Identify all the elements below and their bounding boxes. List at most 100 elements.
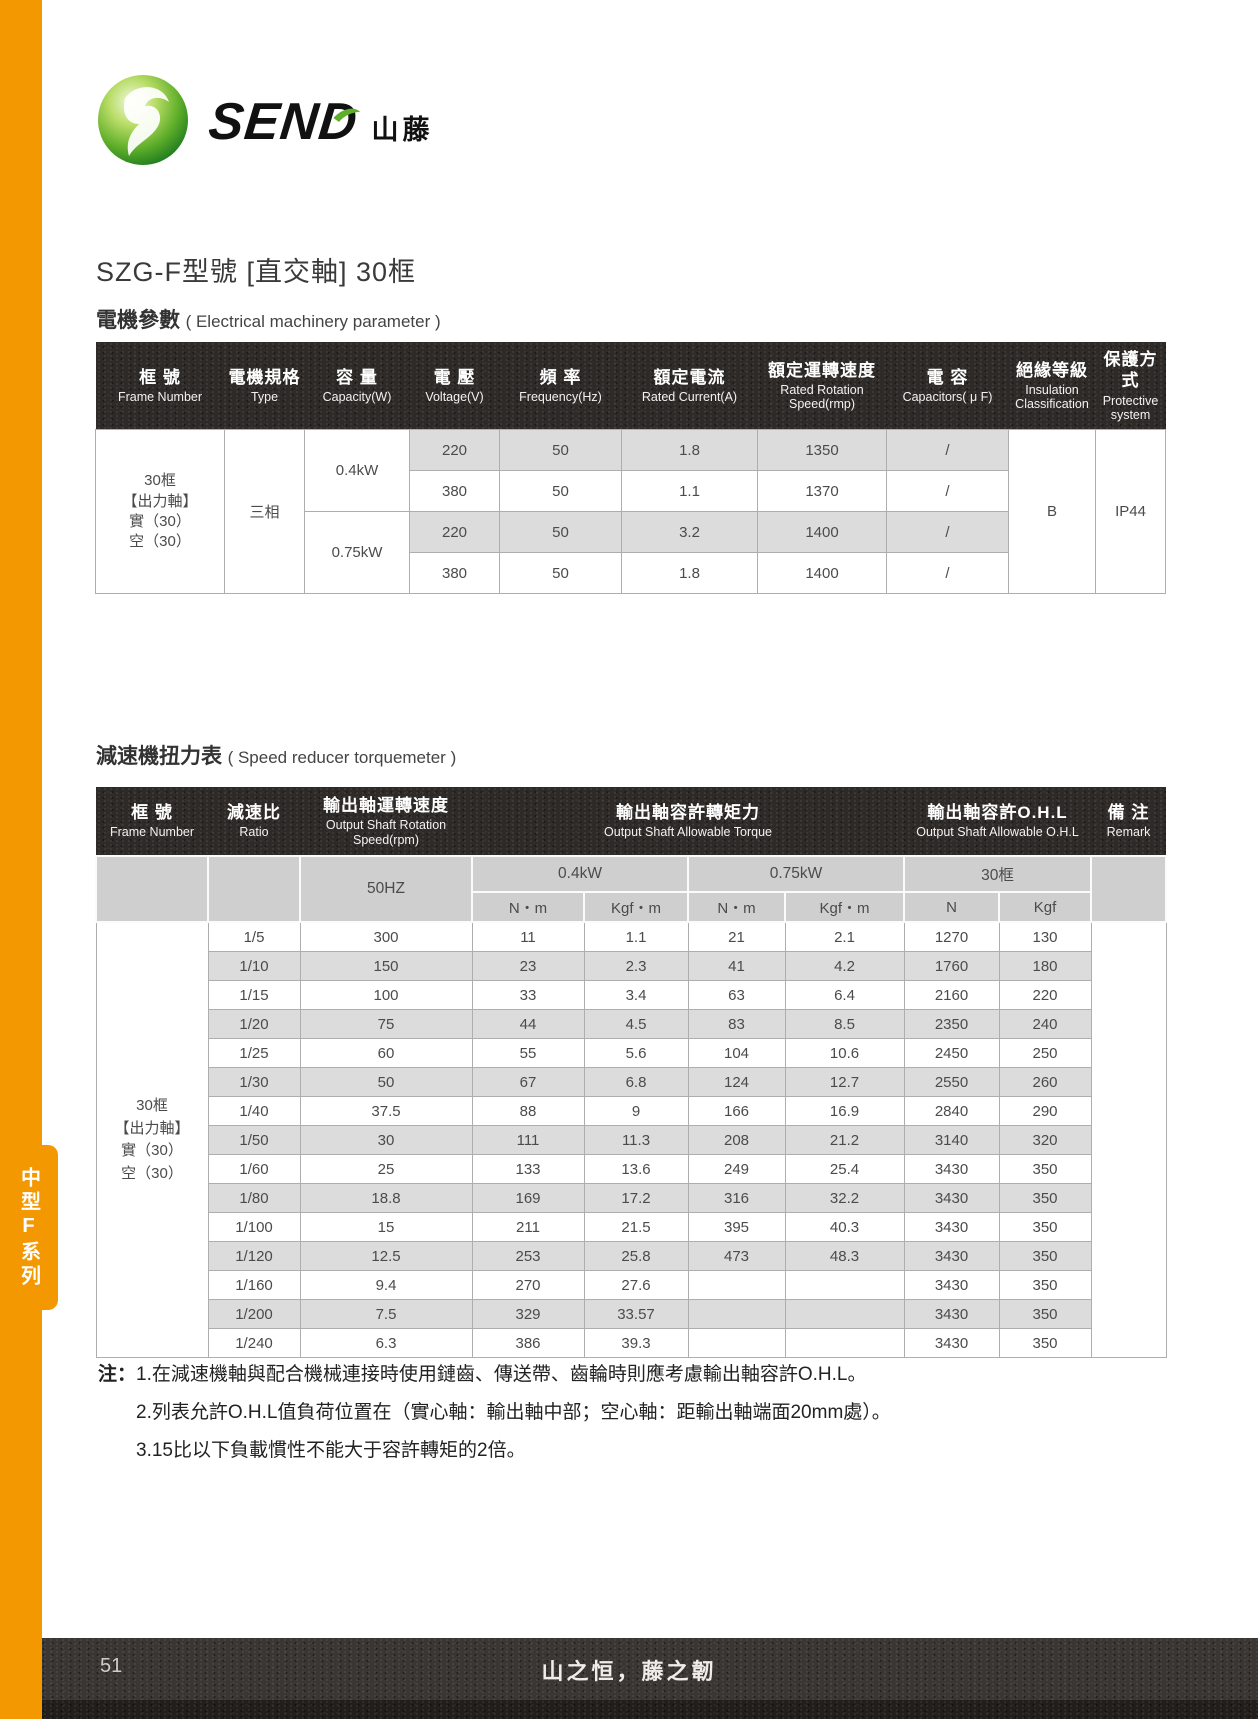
note-line-2: 2.列表允許O.H.L值負荷位置在（實心軸：輸出軸中部；空心軸：距輸出軸端面20… [136, 1402, 891, 1423]
cell-nm-075: 316 [687, 1183, 786, 1213]
cell-nm-04: 88 [471, 1096, 585, 1126]
cell-n: 2550 [903, 1067, 1000, 1097]
cell-kgfm-04: 13.6 [583, 1154, 689, 1184]
cell-kgfm-04: 9 [583, 1096, 689, 1126]
cell-n: 1760 [903, 951, 1000, 981]
cell-nm-04: 211 [471, 1212, 585, 1242]
cell-nm-04: 23 [471, 951, 585, 981]
cell-nm-075: 63 [687, 980, 786, 1010]
cell-speed: 12.5 [299, 1241, 473, 1271]
cell-kgf: 350 [998, 1328, 1092, 1358]
cell-frequency: 50 [499, 511, 622, 554]
subheader-30frame: 30框 [903, 855, 1093, 893]
cell-nm-04: 11 [471, 921, 585, 952]
cell-ratio: 1/200 [207, 1299, 301, 1329]
cell-ratio: 1/60 [207, 1154, 301, 1184]
torque-row: 1/100 15 211 21.5 395 40.3 3430 350 [96, 1212, 1166, 1242]
note-line-3: 3.15比以下負載慣性不能大于容許轉矩的2倍。 [136, 1440, 526, 1461]
subheader-ratio-blank [207, 855, 301, 923]
torque-row: 1/200 7.5 329 33.57 3430 350 [96, 1299, 1166, 1329]
brand-green-swoosh-icon [333, 108, 361, 122]
unit-kgfm-04: Kgf・m [583, 891, 689, 923]
frame-number-cell: 30框 【出力軸】 實（30） 空（30） [95, 921, 209, 1358]
cell-kgfm-075: 48.3 [784, 1241, 905, 1271]
brand-wordmark: SEND 山藤 [206, 92, 433, 152]
globe-dragon-logo-icon [95, 72, 191, 173]
cell-kgfm-04: 5.6 [583, 1038, 689, 1068]
electrical-row-1: 30框 【出力軸】 實（30） 空（30） 三相 0.4kW 220 50 1.… [95, 429, 1166, 595]
cell-kgfm-075 [784, 1270, 905, 1300]
electrical-row-2: 380 50 1.1 1370 / [96, 470, 1166, 513]
cell-kgf: 350 [998, 1270, 1092, 1300]
footer-bottom-band [0, 1700, 1258, 1719]
cell-kgfm-04: 11.3 [583, 1125, 689, 1155]
col-header-voltage: 電 壓 Voltage(V) [425, 367, 484, 405]
torque-row: 1/240 6.3 386 39.3 3430 350 [96, 1328, 1166, 1358]
cell-n: 1270 [903, 921, 1000, 952]
insulation-cell: B [1008, 429, 1096, 595]
cell-ratio: 1/160 [207, 1270, 301, 1300]
cell-kgfm-075: 4.2 [784, 951, 905, 981]
cell-speed: 150 [299, 951, 473, 981]
page-number: 51 [100, 1655, 123, 1677]
col-header-frequency: 頻 率 Frequency(Hz) [519, 367, 602, 405]
cell-nm-04: 67 [471, 1067, 585, 1097]
cell-ratio: 1/240 [207, 1328, 301, 1358]
section2-heading-cn: 減速機扭力表 [96, 745, 222, 768]
cell-kgf: 130 [998, 921, 1092, 952]
protective-cell: IP44 [1095, 429, 1166, 595]
cell-n: 3430 [903, 1270, 1000, 1300]
cell-ratio: 1/10 [207, 951, 301, 981]
page-title: SZG-F型號 [直交軸] 30框 [96, 257, 417, 287]
torque-row: 1/120 12.5 253 25.8 473 48.3 3430 350 [96, 1241, 1166, 1271]
cell-rated-speed: 1400 [757, 511, 887, 554]
cell-kgf: 180 [998, 951, 1092, 981]
cell-kgfm-04: 1.1 [583, 921, 689, 952]
col-header-rated-current: 額定電流 Rated Current(A) [641, 367, 738, 405]
cell-speed: 75 [299, 1009, 473, 1039]
cell-ratio: 1/30 [207, 1067, 301, 1097]
cell-kgfm-075: 40.3 [784, 1212, 905, 1242]
cell-speed: 50 [299, 1067, 473, 1097]
cell-n: 3140 [903, 1125, 1000, 1155]
cell-nm-075 [687, 1299, 786, 1329]
cell-nm-04: 329 [471, 1299, 585, 1329]
cell-voltage: 220 [409, 511, 500, 554]
cell-kgfm-04: 3.4 [583, 980, 689, 1010]
cell-frequency: 50 [499, 470, 622, 513]
col-header-protective: 保護方式 Protective system [1102, 350, 1159, 422]
cell-kgf: 250 [998, 1038, 1092, 1068]
electrical-parameter-table: 框 號 Frame Number 電機規格 Type 容 量 Capacity(W) … [95, 342, 1166, 595]
left-accent-strip [0, 0, 42, 1719]
cell-nm-075: 473 [687, 1241, 786, 1271]
cell-rated-speed: 1350 [757, 429, 887, 472]
type-cell: 三相 [224, 429, 305, 595]
cell-nm-075: 166 [687, 1096, 786, 1126]
cell-capacitors: / [886, 429, 1009, 472]
torque-row: 1/50 30 111 11.3 208 21.2 3140 320 [96, 1125, 1166, 1155]
cell-kgfm-04: 17.2 [583, 1183, 689, 1213]
col-header-capacity: 容 量 Capacity(W) [322, 367, 392, 405]
cell-nm-075: 395 [687, 1212, 786, 1242]
cell-speed: 37.5 [299, 1096, 473, 1126]
cell-rated-speed: 1370 [757, 470, 887, 513]
col-header-type: 電機規格 Type [228, 367, 301, 405]
cell-kgf: 290 [998, 1096, 1092, 1126]
cell-voltage: 220 [409, 429, 500, 472]
cell-speed: 100 [299, 980, 473, 1010]
cell-n: 2160 [903, 980, 1000, 1010]
cell-kgfm-04: 25.8 [583, 1241, 689, 1271]
cell-nm-075: 83 [687, 1009, 786, 1039]
cell-nm-075: 41 [687, 951, 786, 981]
torque-table: 框 號 Frame Number 減速比 Ratio 輸出軸運轉速度 Output S… [95, 787, 1168, 1358]
cell-nm-075: 249 [687, 1154, 786, 1184]
cell-kgfm-075 [784, 1299, 905, 1329]
cell-kgf: 350 [998, 1154, 1092, 1184]
torque-row: 1/40 37.5 88 9 166 16.9 2840 290 [96, 1096, 1166, 1126]
cell-nm-075: 208 [687, 1125, 786, 1155]
col-header-capacitors: 電 容 Capacitors( μ F) [902, 367, 993, 405]
cell-kgf: 350 [998, 1183, 1092, 1213]
cell-voltage: 380 [409, 552, 500, 595]
cell-kgfm-075: 2.1 [784, 921, 905, 952]
cell-speed: 15 [299, 1212, 473, 1242]
